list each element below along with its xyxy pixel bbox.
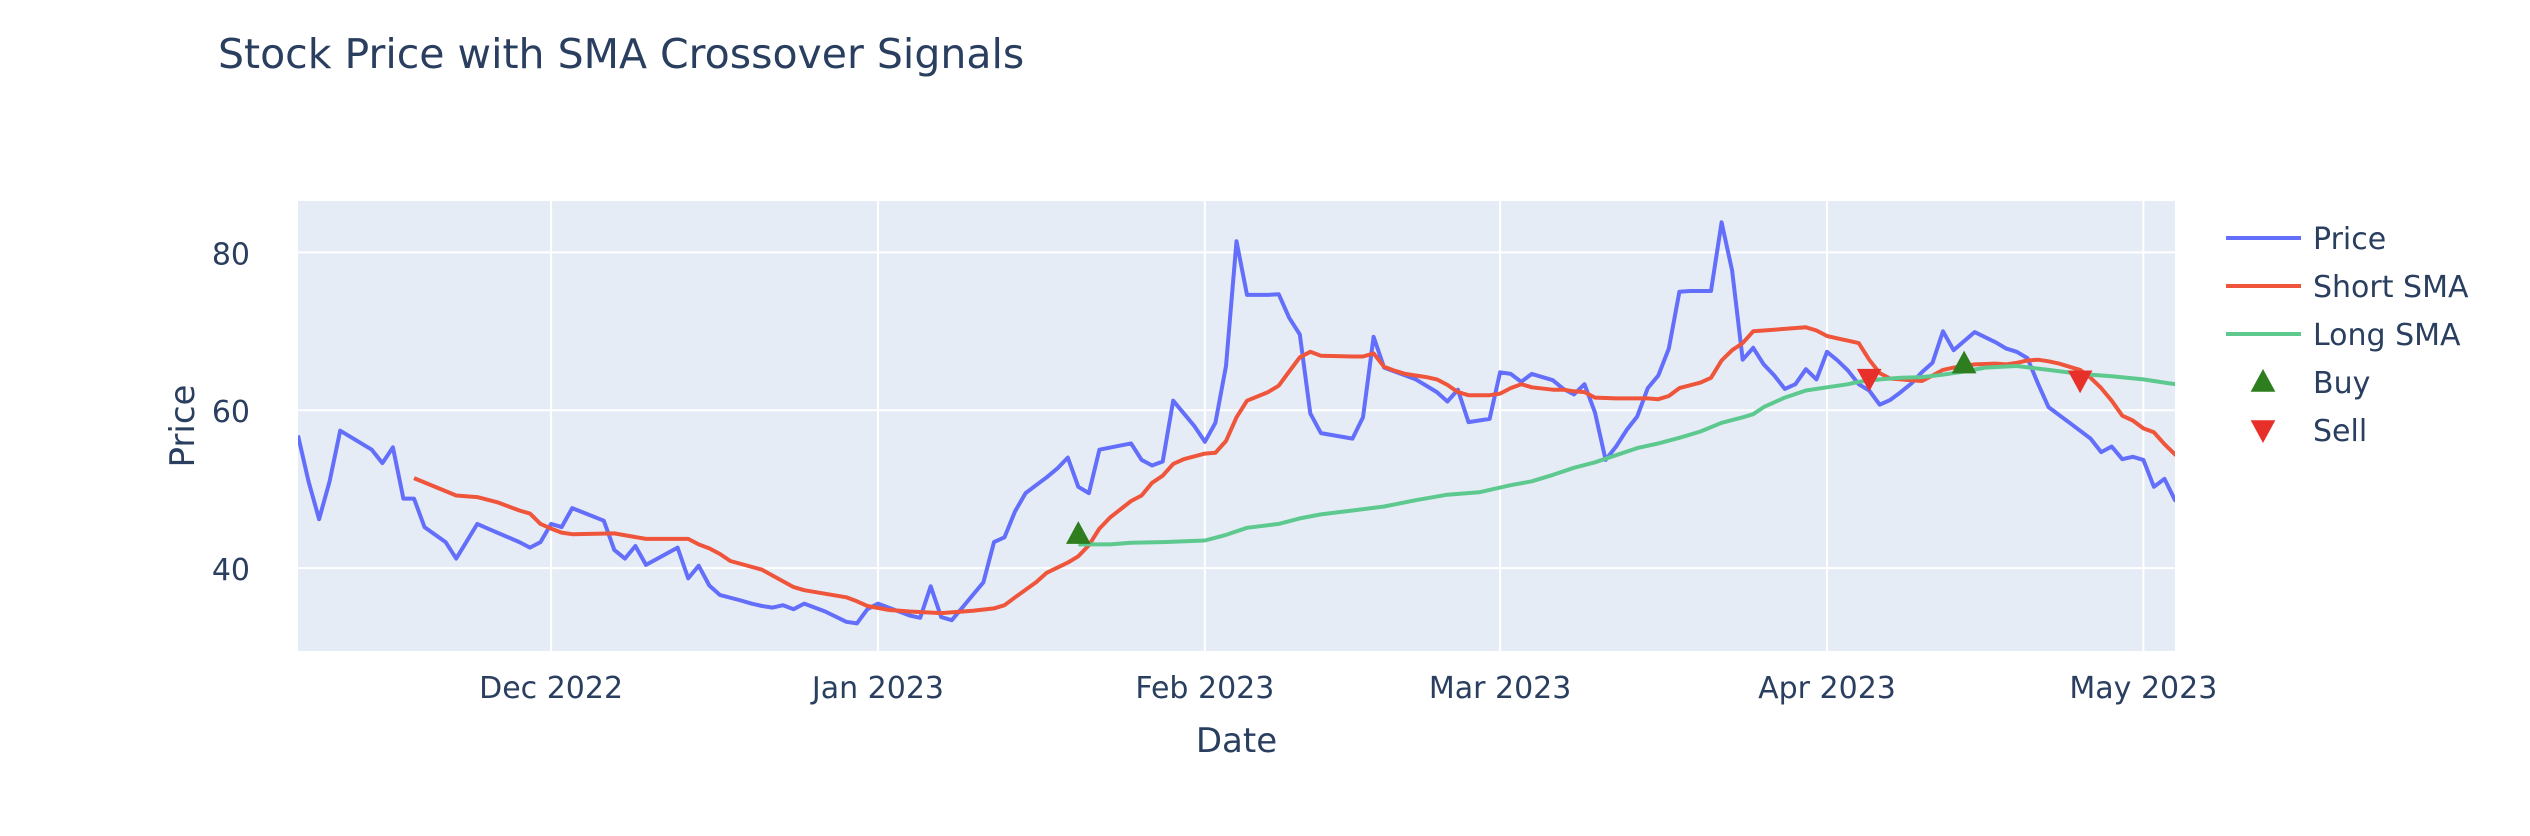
x-tick-label: Dec 2022 <box>479 671 623 706</box>
series-layer <box>298 220 2175 626</box>
x-axis-ticks: Dec 2022 Jan 2023 Feb 2023 Mar 2023 Apr 2023… <box>479 671 2217 706</box>
legend-label: Long SMA <box>2313 318 2461 353</box>
y-axis-title: Price <box>163 385 203 468</box>
x-tick-label: Feb 2023 <box>1135 671 1274 706</box>
legend-item-buy[interactable]: Buy <box>2250 366 2371 401</box>
x-tick-label: Apr 2023 <box>1758 671 1896 706</box>
legend-item-price[interactable]: Price <box>2226 222 2386 257</box>
legend-label: Buy <box>2313 366 2370 401</box>
plot-background <box>298 201 2175 651</box>
y-axis-ticks: 40 60 80 <box>212 237 250 588</box>
x-tick-label: Jan 2023 <box>810 671 944 706</box>
x-tick-label: Mar 2023 <box>1429 671 1572 706</box>
sell-signal-marker <box>1856 368 1882 392</box>
x-axis-title: Date <box>1196 721 1277 761</box>
legend-swatch <box>2250 369 2276 392</box>
y-tick-label: 60 <box>212 395 250 430</box>
buy-signal-marker <box>1065 521 1091 544</box>
legend-label: Short SMA <box>2313 270 2469 305</box>
y-tick-label: 40 <box>212 553 250 588</box>
sell-signal-marker <box>2067 370 2093 394</box>
x-tick-label: May 2023 <box>2069 671 2217 706</box>
buy-signal-marker <box>1951 350 1977 374</box>
legend: Price Short SMA Long SMA Buy Sell <box>2226 222 2469 449</box>
legend-label: Price <box>2313 222 2386 257</box>
legend-item-long-sma[interactable]: Long SMA <box>2226 318 2461 353</box>
legend-label: Sell <box>2313 414 2367 449</box>
long-sma-line <box>1078 364 2175 547</box>
chart-title: Stock Price with SMA Crossover Signals <box>218 30 1025 78</box>
legend-swatch <box>2250 420 2276 443</box>
y-tick-label: 80 <box>212 237 250 272</box>
legend-item-sell[interactable]: Sell <box>2250 414 2368 449</box>
legend-item-short-sma[interactable]: Short SMA <box>2226 270 2469 305</box>
price-line <box>298 220 2175 626</box>
